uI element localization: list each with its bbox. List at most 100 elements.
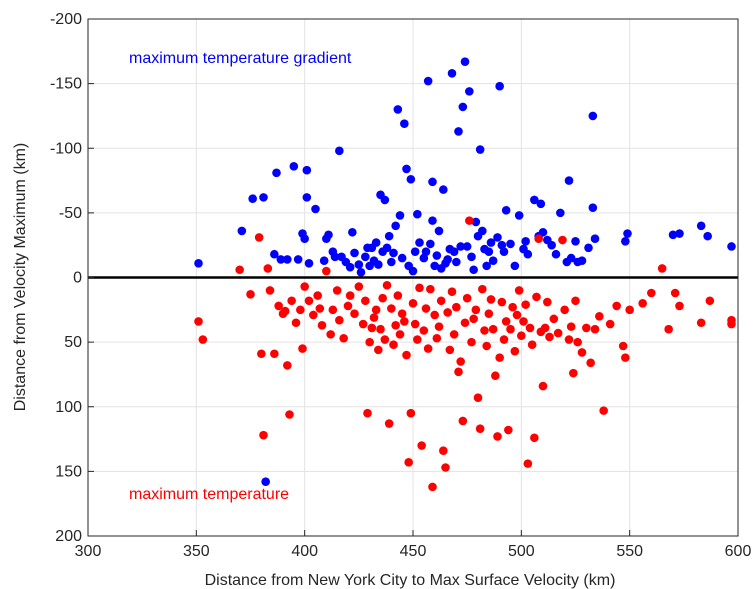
temperature-point [727,319,736,329]
temperature-point [491,371,500,381]
temperature-point [300,282,309,291]
gradient-point [727,242,736,251]
gradient-point [361,252,370,262]
gradient-point [300,234,309,244]
gradient-point [703,231,712,241]
gradient-point [423,76,433,86]
temperature-point [378,293,387,303]
temperature-point [274,301,283,311]
temperature-point [488,324,498,334]
gradient-point [293,255,303,264]
temperature-point [553,328,563,338]
gradient-point [495,81,504,91]
gradient-point [330,252,340,262]
gradient-point [514,211,524,220]
gradient-point [588,111,598,121]
temperature-point [419,326,429,335]
temperature-point [417,441,426,450]
gradient-point [482,261,491,271]
temperature-point [664,324,673,334]
temperature-point [647,288,656,298]
temperature-point [493,432,502,441]
temperature-point [397,309,407,318]
gradient-point [432,251,442,260]
temperature-point [566,322,576,331]
y-tick-label: 0 [73,270,82,287]
temperature-point [406,408,416,418]
gradient-point [478,226,487,236]
temperature-point [194,317,203,326]
temperature-point [291,318,301,328]
y-tick-label: 150 [55,463,82,480]
temperature-point [599,406,608,415]
gradient-point [475,145,485,154]
gradient-point [460,57,470,66]
y-tick-label: 200 [55,528,82,545]
temperature-point [298,344,307,353]
y-tick-label: -150 [50,76,82,93]
temperature-point [254,233,264,242]
gradient-point [471,217,481,227]
temperature-point [402,350,411,360]
temperature-point [501,317,511,326]
temperature-point [478,284,487,294]
temperature-point [296,305,305,315]
temperature-point [510,346,520,356]
gradient-point [421,247,431,256]
gradient-point [449,247,459,256]
temperature-point [590,324,600,334]
temperature-point [638,299,647,308]
temperature-point [538,381,548,391]
temperature-point [514,286,524,295]
gradient-point [454,127,463,136]
temperature-point [560,305,569,315]
gradient-point [426,239,435,249]
x-tick-label: 450 [400,543,427,560]
y-tick-labels: -200 -150 -100 -50 0 50 100 150 200 [50,11,94,545]
temperature-point [521,300,530,309]
gradient-point [259,193,268,202]
temperature-point [439,446,448,455]
temperature-point [343,301,353,311]
temperature-point [345,291,355,300]
temperature-point [577,348,587,357]
temperature-point [499,335,509,344]
gradient-point [523,249,533,259]
temperature-point [480,326,489,335]
gradient-point [311,204,320,214]
temperature-point [387,304,396,313]
temperature-point [280,306,290,316]
temperature-point [283,361,292,370]
temperature-point [605,319,615,329]
gradient-point [354,260,364,269]
gradient-point [456,242,465,251]
gradient-point [521,237,530,246]
gradient-point [283,255,292,264]
temperature-point [259,430,268,440]
gradient-point [443,255,452,264]
gradient-point [462,242,472,251]
gradient-point [400,119,409,128]
gradient-point [501,205,511,215]
temperature-point [436,296,446,306]
temperature-point [363,408,372,418]
temperature-point [586,358,595,368]
temperature-point [495,353,504,362]
temperature-point [460,318,470,328]
temperature-point [506,324,515,334]
y-tick-label: -50 [59,205,82,222]
gradient-point [469,265,478,275]
temperature-point [595,311,604,321]
temperature-point [371,305,381,315]
gradient-point [374,260,383,269]
temperature-point [382,280,392,290]
temperature-point [270,349,279,359]
gradient-point [497,240,507,250]
temperature-point [332,286,342,295]
temperature-point [670,288,680,298]
gradient-point [261,477,270,487]
gradient-point [324,230,333,240]
gradient-point [430,261,439,271]
gradient-point [467,252,476,262]
temperature-point [443,308,452,317]
